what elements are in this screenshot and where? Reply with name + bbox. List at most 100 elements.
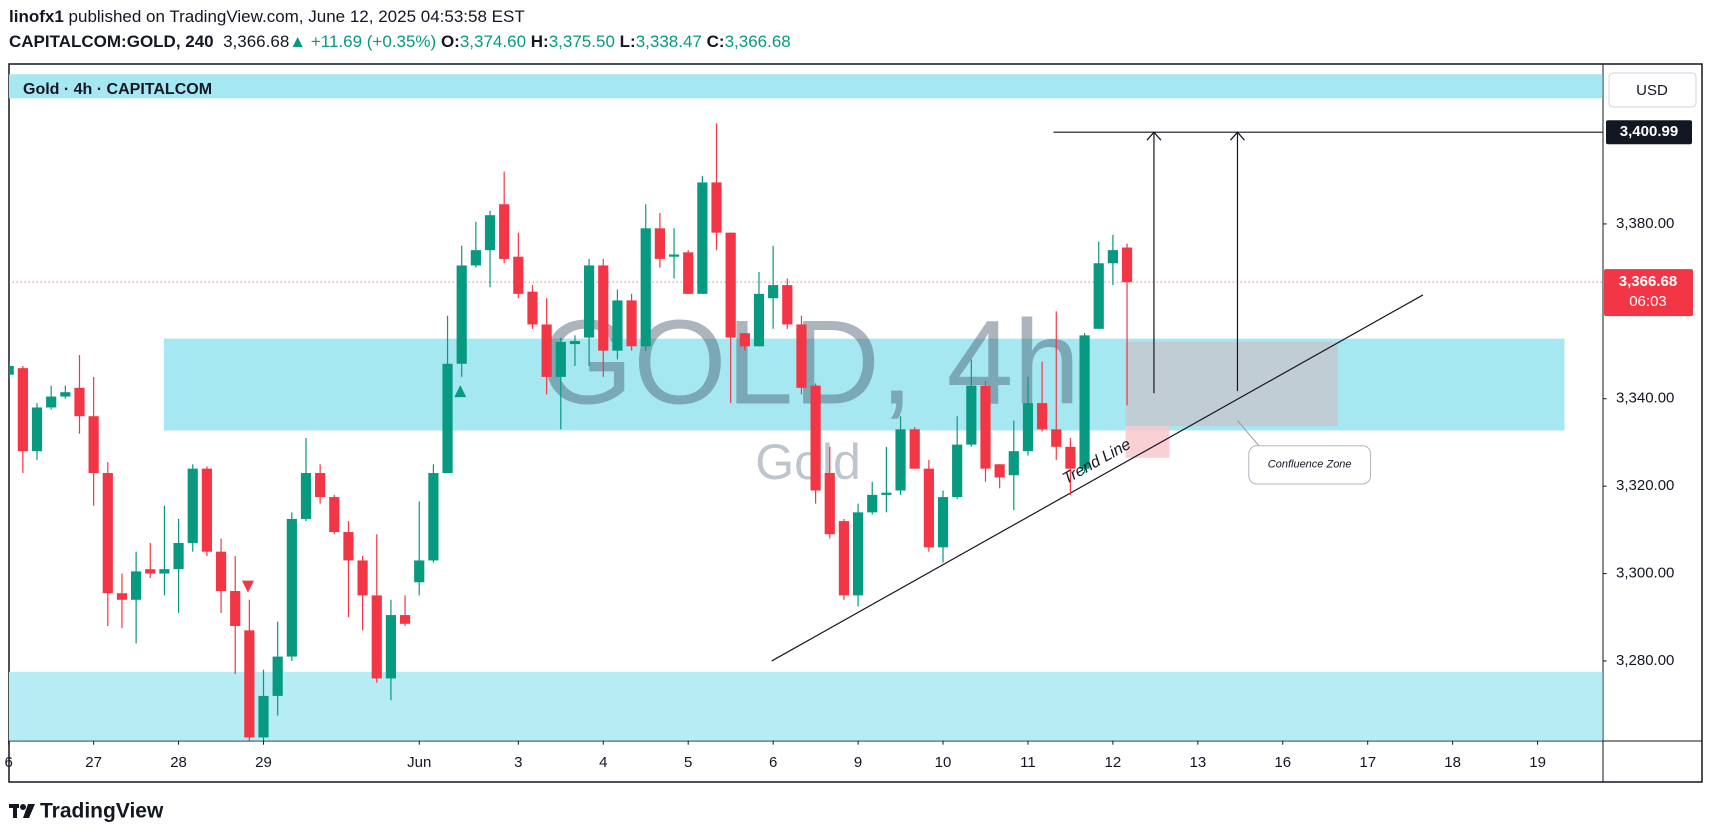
candle-body xyxy=(230,591,241,626)
candle-body xyxy=(399,615,411,624)
candle-body xyxy=(555,341,566,377)
candle-body xyxy=(60,392,71,397)
x-tick-label: 18 xyxy=(1444,754,1461,771)
candle-body xyxy=(966,385,977,445)
candle-body xyxy=(1008,451,1019,476)
candle-body xyxy=(824,473,835,535)
ohlc-value: 3,375.50 xyxy=(548,32,615,51)
x-tick-label: 5 xyxy=(684,754,692,771)
published: published on TradingView.com, June 12, 2… xyxy=(68,7,525,26)
x-tick-label: 6 xyxy=(769,754,777,771)
candle-body xyxy=(1065,446,1076,469)
candle-body xyxy=(484,215,496,251)
candle-body xyxy=(626,300,637,347)
tv-logo xyxy=(9,804,35,818)
ohlc-label: C: xyxy=(706,32,725,51)
watermark-subtitle: Gold xyxy=(755,434,861,490)
ohlc-value: 3,374.60 xyxy=(459,32,527,51)
y-tick-label: 3,300.00 xyxy=(1616,565,1674,582)
candle-body xyxy=(838,521,850,596)
candle-body xyxy=(187,468,198,543)
candle-body xyxy=(753,293,765,347)
candle-body xyxy=(513,256,524,294)
candle-body xyxy=(131,571,142,600)
candle-body xyxy=(937,497,949,548)
arrow-head xyxy=(1146,131,1162,141)
callout-box xyxy=(1248,445,1372,485)
signal-marker xyxy=(454,385,467,398)
candle-body xyxy=(923,468,934,548)
x-tick-label: 17 xyxy=(1359,754,1376,771)
candle-body xyxy=(470,250,481,266)
x-tick-label: Jun xyxy=(407,754,431,771)
change: ▲ +11.69 (+0.35%) xyxy=(289,32,437,51)
candle-body xyxy=(286,518,297,657)
candle-body xyxy=(315,473,326,498)
candle-body xyxy=(300,473,312,519)
shaded-box xyxy=(1125,426,1170,458)
candle-body xyxy=(768,285,779,299)
y-tick-label: 3,340.00 xyxy=(1616,390,1674,407)
candle-body xyxy=(371,595,382,679)
candle-body xyxy=(258,695,269,738)
candle-body xyxy=(952,444,963,498)
candle-body xyxy=(1079,335,1090,469)
ohlc-label: L: xyxy=(619,32,636,51)
publish-line: linofx1 published on TradingView.com, Ju… xyxy=(9,7,525,27)
legend: Gold · 4h · CAPITALCOM xyxy=(23,81,212,98)
candle-body xyxy=(541,324,552,377)
candle-body xyxy=(654,228,665,259)
candle-body xyxy=(357,560,368,596)
shaded-box xyxy=(1125,341,1338,427)
candle-body xyxy=(1037,403,1048,430)
x-tick-label: 29 xyxy=(255,754,272,771)
candle-body xyxy=(994,464,1005,478)
candle-body xyxy=(1022,403,1034,452)
x-tick-label: 4 xyxy=(599,754,607,771)
last-price-box xyxy=(1604,269,1693,317)
candle-body xyxy=(272,656,283,696)
price: 3,366.68 xyxy=(223,32,290,51)
candle-body xyxy=(569,341,581,345)
chart-frame xyxy=(8,63,1703,783)
candle-body xyxy=(215,551,227,592)
candle-body xyxy=(385,615,397,679)
candle-body xyxy=(725,232,736,338)
candle-body xyxy=(640,228,651,347)
candle-body xyxy=(159,569,170,574)
candle-body xyxy=(598,265,609,351)
candle-body xyxy=(739,333,750,347)
candle-body xyxy=(244,630,255,738)
candle-body xyxy=(1051,429,1062,447)
candle-body xyxy=(145,569,156,574)
candle-body xyxy=(1121,247,1133,283)
x-tick-label: 19 xyxy=(1529,754,1546,771)
candle-body xyxy=(343,532,354,561)
candle-body xyxy=(9,365,14,375)
candle-body xyxy=(895,429,906,491)
candle-body xyxy=(102,473,113,594)
signal-marker xyxy=(241,580,254,593)
candle-body xyxy=(1107,250,1118,264)
x-tick-label: 12 xyxy=(1105,754,1122,771)
x-tick-label: 10 xyxy=(935,754,952,771)
candle-body xyxy=(201,468,212,552)
callout-text: Confluence Zone xyxy=(1268,459,1352,471)
candle-body xyxy=(442,363,453,474)
candle-body xyxy=(499,204,510,259)
y-tick-label: 3,280.00 xyxy=(1616,652,1674,669)
candle-body xyxy=(88,416,99,474)
candle-body xyxy=(881,492,892,495)
candle-body xyxy=(668,254,680,257)
ohlc-label: O: xyxy=(440,32,460,51)
candle-body xyxy=(796,324,807,388)
candle-body xyxy=(697,182,708,294)
candle-body xyxy=(584,265,595,338)
candle-body xyxy=(329,497,340,533)
x-tick-label: 11 xyxy=(1020,754,1036,771)
candle-body xyxy=(46,396,57,408)
arrow-head xyxy=(1230,131,1245,141)
candle-body xyxy=(612,300,623,351)
candle-body xyxy=(116,593,128,600)
